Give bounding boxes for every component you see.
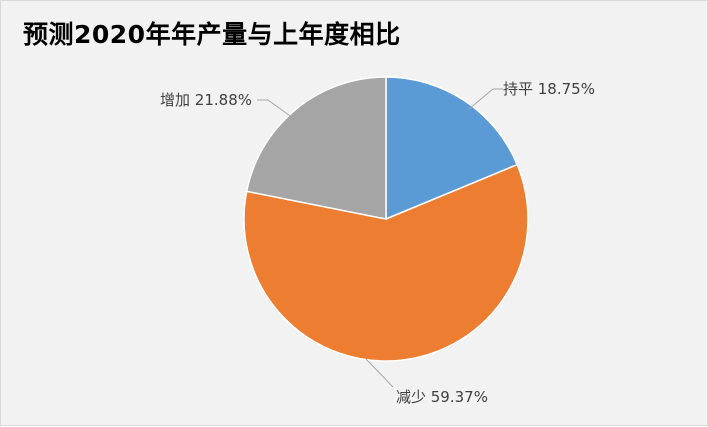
pie-slice-3 <box>245 76 387 220</box>
data-label-1: 持平 18.75% <box>503 80 595 98</box>
data-label-2: 减少 59.37% <box>396 388 488 406</box>
pie-slice-1 <box>385 76 519 221</box>
leader-line-1 <box>468 88 503 110</box>
data-label-3: 增加 21.88% <box>160 91 252 109</box>
leader-lines <box>257 88 503 388</box>
leader-line-3 <box>257 99 294 119</box>
leader-line-2 <box>365 358 394 388</box>
chart-title: 预测2020年年产量与上年度相比 <box>23 20 401 49</box>
pie-slice-2 <box>243 163 529 362</box>
pie-slices <box>243 76 529 362</box>
data-labels: 持平 18.75% 减少 59.37% 增加 21.88% <box>160 80 595 406</box>
